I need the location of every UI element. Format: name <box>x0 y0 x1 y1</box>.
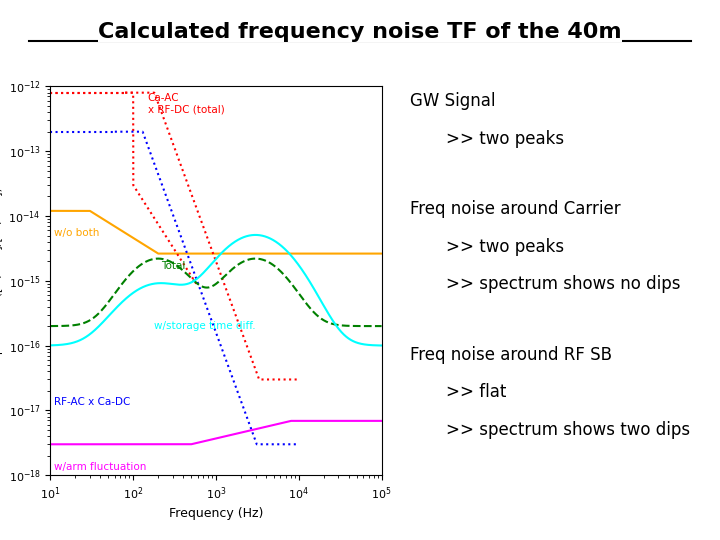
Text: GW Signal: GW Signal <box>410 92 496 110</box>
Text: Freq noise around Carrier: Freq noise around Carrier <box>410 200 621 218</box>
Text: >> spectrum shows two dips: >> spectrum shows two dips <box>446 421 690 439</box>
Text: Calculated frequency noise TF of the 40m: Calculated frequency noise TF of the 40m <box>98 22 622 42</box>
Y-axis label: Freq Noise TF ([m/rtHz]/[Hz/rtHz]): Freq Noise TF ([m/rtHz]/[Hz/rtHz]) <box>0 187 3 375</box>
Text: w/storage time diff.: w/storage time diff. <box>154 321 256 331</box>
Text: Ca-AC
x RF-DC (total): Ca-AC x RF-DC (total) <box>148 92 225 114</box>
Text: Total: Total <box>161 261 186 272</box>
Text: >> flat: >> flat <box>446 383 507 401</box>
Text: >> spectrum shows no dips: >> spectrum shows no dips <box>446 275 681 293</box>
Text: Freq noise around RF SB: Freq noise around RF SB <box>410 346 613 363</box>
Text: w/o both: w/o both <box>54 227 99 238</box>
Text: >> two peaks: >> two peaks <box>446 130 564 147</box>
Text: >> two peaks: >> two peaks <box>446 238 564 255</box>
Text: RF-AC x Ca-DC: RF-AC x Ca-DC <box>54 397 130 407</box>
Text: w/arm fluctuation: w/arm fluctuation <box>54 462 146 472</box>
X-axis label: Frequency (Hz): Frequency (Hz) <box>168 507 264 520</box>
